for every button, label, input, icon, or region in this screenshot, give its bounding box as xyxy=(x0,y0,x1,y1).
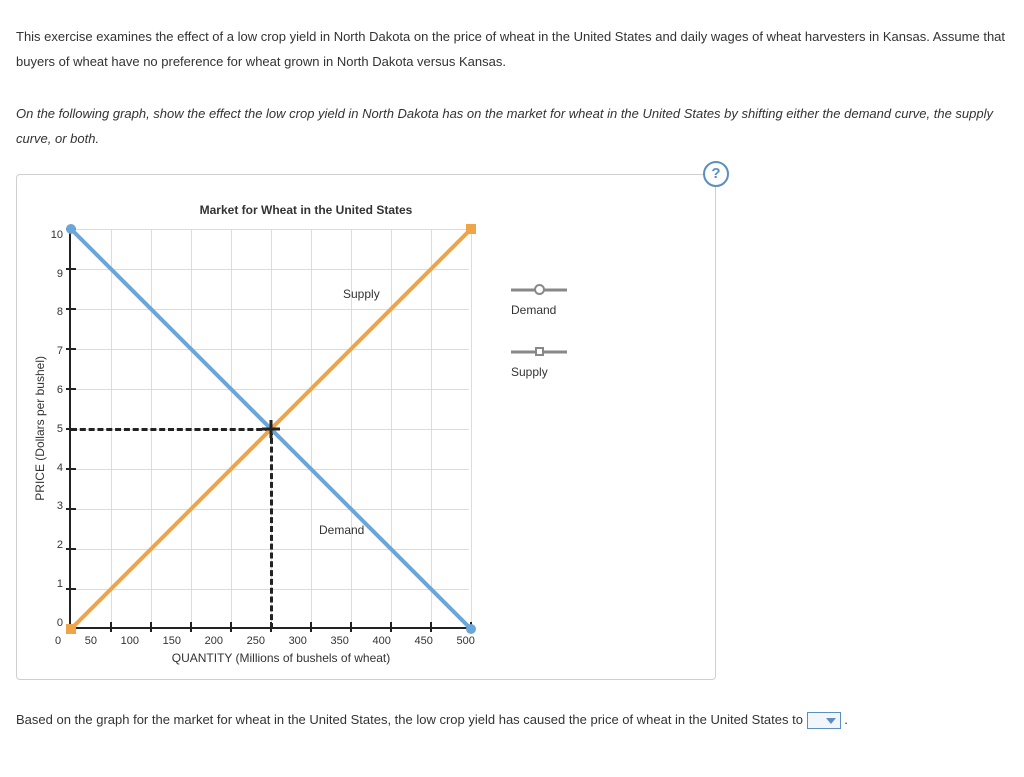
demand-curve-label: Demand xyxy=(319,523,364,537)
intro-text: This exercise examines the effect of a l… xyxy=(16,25,1008,74)
y-tick: 10 xyxy=(47,229,63,241)
graph-panel: ? Market for Wheat in the United States … xyxy=(16,174,716,680)
chart-area: Market for Wheat in the United States PR… xyxy=(29,193,475,665)
x-tick: 450 xyxy=(415,635,433,647)
legend-demand-label: Demand xyxy=(511,303,556,317)
chart-title: Market for Wheat in the United States xyxy=(137,203,475,217)
x-axis-ticks: 0 50 100 150 200 250 300 350 400 450 500 xyxy=(55,629,475,647)
y-tick: 4 xyxy=(47,462,63,474)
y-tick: 6 xyxy=(47,384,63,396)
x-tick: 100 xyxy=(121,635,139,647)
conclusion-post: . xyxy=(844,712,848,727)
x-tick: 350 xyxy=(331,635,349,647)
help-button[interactable]: ? xyxy=(703,161,729,187)
y-tick: 3 xyxy=(47,500,63,512)
y-tick: 5 xyxy=(47,423,63,435)
y-tick: 0 xyxy=(47,617,63,629)
legend-supply-handle-icon xyxy=(511,347,567,357)
chart-plot[interactable]: Supply Demand xyxy=(69,229,469,629)
legend-demand[interactable]: Demand xyxy=(511,285,567,317)
legend-demand-handle-icon xyxy=(511,285,567,295)
y-tick: 2 xyxy=(47,539,63,551)
x-tick: 150 xyxy=(163,635,181,647)
answer-dropdown[interactable] xyxy=(807,712,841,729)
y-axis-label: PRICE (Dollars per bushel) xyxy=(29,356,47,501)
y-tick: 8 xyxy=(47,306,63,318)
legend-supply-label: Supply xyxy=(511,365,548,379)
legend: Demand Supply xyxy=(511,193,567,379)
x-tick: 200 xyxy=(205,635,223,647)
x-tick: 50 xyxy=(85,635,97,647)
y-tick: 1 xyxy=(47,578,63,590)
x-axis-label: QUANTITY (Millions of bushels of wheat) xyxy=(87,651,475,665)
x-tick: 300 xyxy=(289,635,307,647)
x-tick: 250 xyxy=(247,635,265,647)
y-tick: 7 xyxy=(47,345,63,357)
x-tick: 0 xyxy=(55,635,61,647)
conclusion-line: Based on the graph for the market for wh… xyxy=(16,708,1008,733)
y-tick: 9 xyxy=(47,268,63,280)
instruction-text: On the following graph, show the effect … xyxy=(16,102,1008,151)
legend-supply[interactable]: Supply xyxy=(511,347,567,379)
supply-curve-label: Supply xyxy=(343,287,380,301)
x-tick: 500 xyxy=(457,635,475,647)
x-tick: 400 xyxy=(373,635,391,647)
conclusion-pre: Based on the graph for the market for wh… xyxy=(16,712,807,727)
